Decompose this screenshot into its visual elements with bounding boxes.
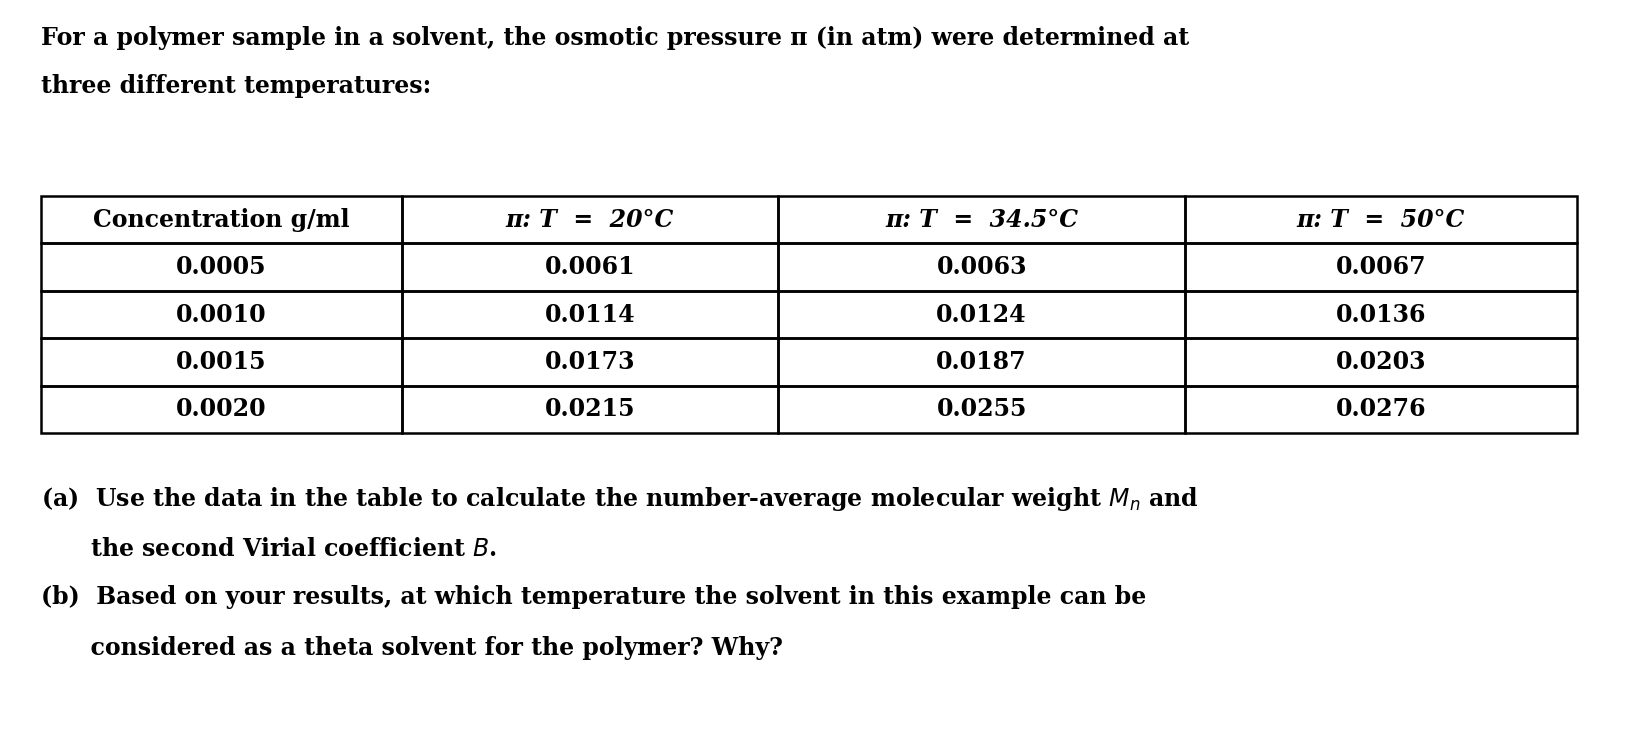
- Bar: [778, 196, 1185, 243]
- Bar: [1185, 338, 1577, 386]
- Bar: [402, 243, 778, 291]
- Bar: [41, 386, 402, 433]
- Text: (b)  Based on your results, at which temperature the solvent in this example can: (b) Based on your results, at which temp…: [41, 585, 1145, 608]
- Text: 0.0015: 0.0015: [176, 350, 266, 374]
- Text: 0.0005: 0.0005: [176, 255, 266, 279]
- Text: π: T  =  50°C: π: T = 50°C: [1297, 208, 1466, 232]
- Bar: [402, 291, 778, 338]
- Text: 0.0215: 0.0215: [544, 397, 636, 421]
- Bar: [778, 338, 1185, 386]
- Text: 0.0203: 0.0203: [1335, 350, 1426, 374]
- Text: 0.0255: 0.0255: [936, 397, 1026, 421]
- Text: considered as a theta solvent for the polymer? Why?: considered as a theta solvent for the po…: [41, 636, 783, 660]
- Text: 0.0010: 0.0010: [176, 303, 266, 326]
- Bar: [402, 338, 778, 386]
- Bar: [1185, 291, 1577, 338]
- Text: π: T  =  20°C: π: T = 20°C: [507, 208, 675, 232]
- Bar: [402, 386, 778, 433]
- Text: 0.0124: 0.0124: [936, 303, 1026, 326]
- Text: 0.0067: 0.0067: [1335, 255, 1426, 279]
- Text: 0.0061: 0.0061: [544, 255, 636, 279]
- Bar: [778, 243, 1185, 291]
- Text: π: T  =  34.5°C: π: T = 34.5°C: [886, 208, 1078, 232]
- Bar: [1185, 386, 1577, 433]
- Text: 0.0136: 0.0136: [1335, 303, 1426, 326]
- Text: (a)  Use the data in the table to calculate the number-average molecular weight : (a) Use the data in the table to calcula…: [41, 485, 1199, 513]
- Bar: [1185, 243, 1577, 291]
- Bar: [41, 291, 402, 338]
- Text: For a polymer sample in a solvent, the osmotic pressure π (in atm) were determin: For a polymer sample in a solvent, the o…: [41, 26, 1190, 50]
- Bar: [1185, 196, 1577, 243]
- Text: 0.0276: 0.0276: [1335, 397, 1426, 421]
- Bar: [778, 291, 1185, 338]
- Text: 0.0020: 0.0020: [176, 397, 266, 421]
- Bar: [778, 386, 1185, 433]
- Text: 0.0187: 0.0187: [936, 350, 1026, 374]
- Text: the second Virial coefficient $\mathit{B}$.: the second Virial coefficient $\mathit{B…: [41, 536, 497, 560]
- Text: Concentration g/ml: Concentration g/ml: [93, 208, 350, 232]
- Bar: [402, 196, 778, 243]
- Text: three different temperatures:: three different temperatures:: [41, 74, 431, 98]
- Bar: [41, 338, 402, 386]
- Bar: [41, 196, 402, 243]
- Text: 0.0063: 0.0063: [936, 255, 1026, 279]
- Text: 0.0114: 0.0114: [544, 303, 636, 326]
- Text: 0.0173: 0.0173: [544, 350, 636, 374]
- Bar: [41, 243, 402, 291]
